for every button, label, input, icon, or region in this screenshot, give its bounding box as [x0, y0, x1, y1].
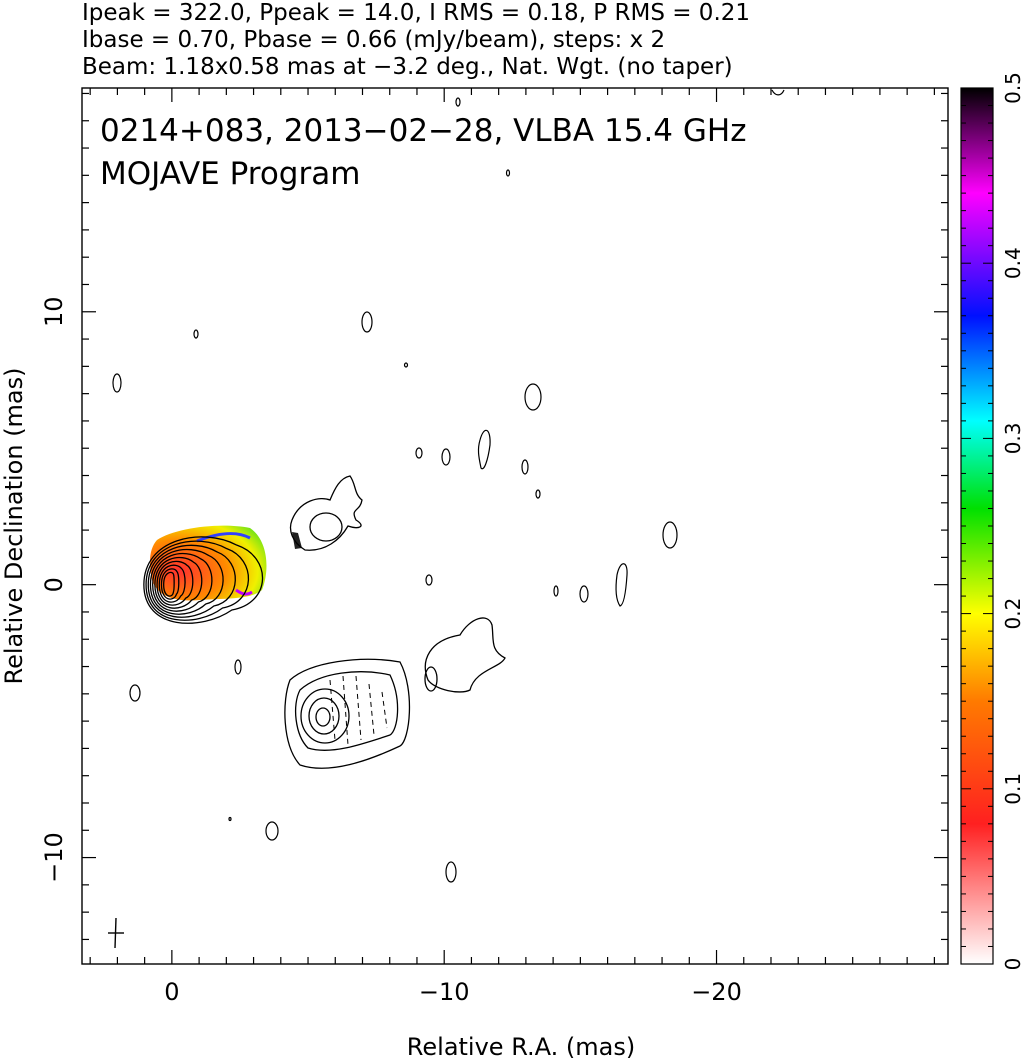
- core-contour: [154, 556, 203, 609]
- map-panel: 0 −10 −20 10 0 −10: [40, 87, 949, 1006]
- colorbar-tick-label: 0.5: [1001, 72, 1021, 104]
- header-line-1: Ipeak = 322.0, Ppeak = 14.0, I RMS = 0.1…: [82, 0, 750, 26]
- y-axis-label: Relative Declination (mas): [0, 367, 28, 684]
- core-contour: [149, 548, 224, 615]
- x-tick-label: −10: [419, 978, 470, 1006]
- lower-jet-contours: [284, 617, 506, 769]
- core-contour: [145, 540, 250, 621]
- x-axis-label: Relative R.A. (mas): [407, 1033, 635, 1060]
- colorbar-tick-label: 0.3: [1001, 422, 1021, 454]
- colorbar-tick-label: 0.1: [1001, 773, 1021, 805]
- colorbar-scale: [960, 87, 994, 965]
- colorbar: 0 0.1 0.2 0.3 0.4 0.5: [960, 72, 1021, 970]
- colorbar-tick-label: 0.4: [1001, 247, 1021, 279]
- plot-frame: [81, 87, 949, 965]
- beam-marker: [108, 917, 124, 949]
- colorbar-tick-labels: 0 0.1 0.2 0.3 0.4 0.5: [1001, 72, 1021, 970]
- colorbar-ticks: [961, 87, 993, 965]
- upper-knot-contours: [289, 475, 363, 551]
- core-contour: [152, 552, 213, 612]
- axis-ticks: [82, 88, 948, 964]
- header-line-2: Ibase = 0.70, Pbase = 0.66 (mJy/beam), s…: [82, 27, 665, 53]
- colorbar-tick-label: 0: [1001, 958, 1021, 971]
- axis-tick-labels: 0 −10 −20 10 0 −10: [40, 297, 742, 1006]
- y-tick-label: 0: [40, 577, 68, 592]
- core-contour: [163, 571, 175, 597]
- x-tick-label: 0: [164, 978, 179, 1006]
- header-line-3: Beam: 1.18x0.58 mas at −3.2 deg., Nat. W…: [82, 54, 733, 80]
- contour-map: [108, 89, 785, 949]
- core-contour: [143, 536, 264, 624]
- x-tick-label: −20: [691, 978, 742, 1006]
- noise-contours: [112, 89, 785, 883]
- polarization-knot: [292, 532, 302, 549]
- panel-title: 0214+083, 2013−02−28, VLBA 15.4 GHz: [100, 113, 746, 149]
- core-contours: [143, 536, 264, 624]
- colorbar-tick-label: 0.2: [1001, 598, 1021, 630]
- y-tick-label: −10: [40, 832, 68, 883]
- core-contour: [158, 564, 186, 603]
- core-contour: [156, 560, 194, 606]
- panel-subtitle: MOJAVE Program: [100, 156, 360, 192]
- lower-jet-polarization-vectors: [329, 675, 388, 746]
- polarization-rim: [196, 532, 251, 543]
- core-contour: [160, 568, 180, 600]
- y-tick-label: 10: [40, 297, 68, 328]
- core-contour: [147, 544, 236, 618]
